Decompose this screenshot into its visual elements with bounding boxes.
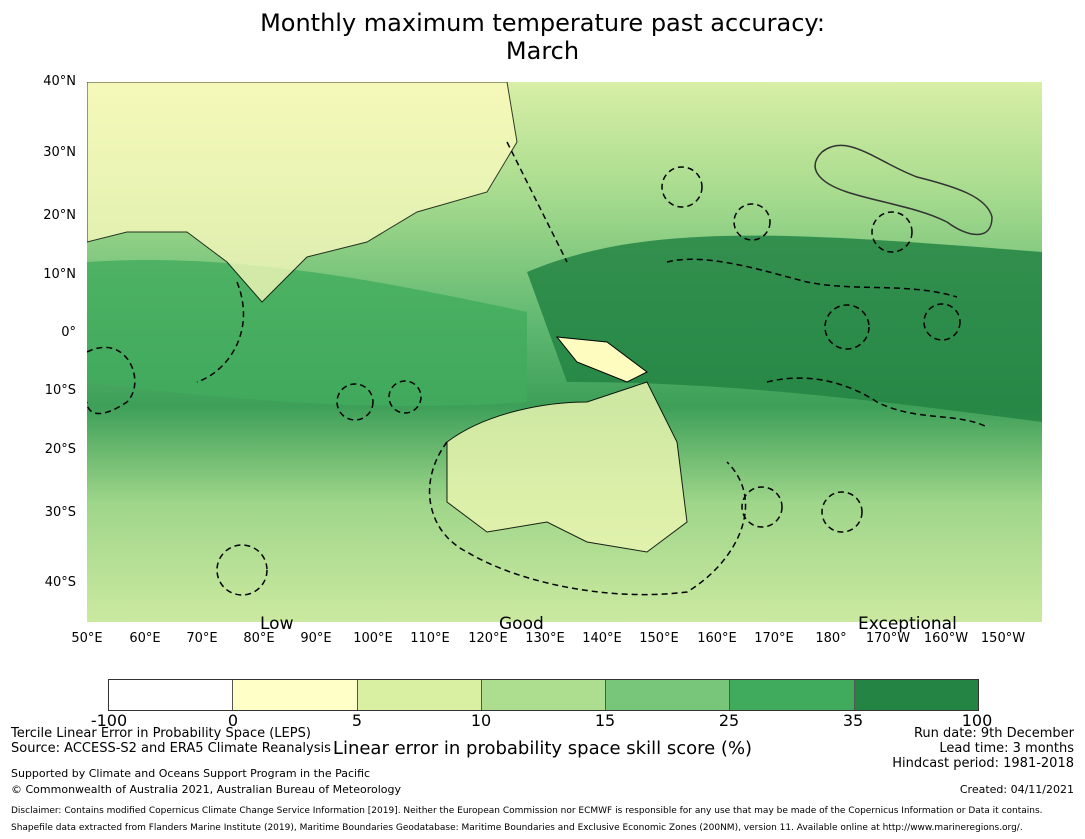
run-date: Run date: 9th December — [913, 726, 1074, 741]
colorbar-swatch — [109, 680, 234, 710]
colorbar-label: Linear error in probability space skill … — [332, 738, 753, 759]
hawaii-eez — [814, 144, 993, 236]
support-note: Supported by Climate and Oceans Support … — [11, 767, 371, 780]
skill-map — [87, 82, 1042, 622]
colorbar-tick: 5 — [351, 711, 363, 730]
lon-label: 160°E — [697, 631, 737, 646]
lat-label: 0° — [61, 325, 76, 340]
colorbar-swatch — [233, 680, 358, 710]
category-exceptional: Exceptional — [858, 614, 957, 634]
new-guinea-land — [555, 336, 648, 383]
lon-label: 170°W — [865, 631, 911, 646]
disclaimer-shapefile: Shapefile data extracted from Flanders M… — [11, 823, 1023, 833]
lon-label: 80°E — [243, 631, 275, 646]
colorbar-swatch — [481, 680, 607, 710]
lat-label: 10°S — [44, 383, 76, 398]
lon-label: 120°E — [468, 631, 508, 646]
copyright: © Commonwealth of Australia 2021, Austra… — [11, 783, 401, 796]
lat-label: 40°N — [43, 74, 76, 89]
lon-label: 180° — [815, 631, 847, 646]
data-source: Source: ACCESS-S2 and ERA5 Climate Reana… — [11, 741, 331, 756]
asia-land — [87, 82, 518, 303]
disclaimer-copernicus: Disclaimer: Contains modified Copernicus… — [11, 806, 1043, 816]
category-good: Good — [499, 614, 544, 634]
leps-description: Tercile Linear Error in Probability Spac… — [11, 726, 311, 741]
high-skill-band — [527, 235, 1042, 422]
lead-time: Lead time: 3 months — [939, 741, 1074, 756]
lat-label: 40°S — [44, 575, 76, 590]
colorbar-swatch — [357, 680, 482, 710]
lon-label: 150°W — [980, 631, 1026, 646]
lon-label: 140°E — [582, 631, 622, 646]
lon-label: 170°E — [754, 631, 794, 646]
lon-label: 100°E — [353, 631, 393, 646]
category-low: Low — [260, 614, 294, 634]
lat-label: 30°N — [43, 145, 76, 160]
lat-label: 10°N — [43, 267, 76, 282]
lon-label: 90°E — [300, 631, 332, 646]
lon-label: 150°E — [639, 631, 679, 646]
eez-boundaries — [87, 141, 988, 596]
lon-label: 160°W — [923, 631, 969, 646]
lat-label: 20°N — [43, 208, 76, 223]
lat-label: 20°S — [44, 442, 76, 457]
lon-label: 60°E — [129, 631, 161, 646]
lat-label: 30°S — [44, 505, 76, 520]
map-title-line1: Monthly maximum temperature past accurac… — [260, 9, 825, 37]
colorbar-swatch — [730, 680, 855, 710]
lon-label: 130°E — [525, 631, 565, 646]
colorbar-tick: 15 — [594, 711, 616, 730]
colorbar — [108, 679, 979, 711]
colorbar-tick: -100 — [90, 711, 128, 730]
hindcast-period: Hindcast period: 1981-2018 — [892, 756, 1074, 771]
colorbar-tick: 35 — [842, 711, 864, 730]
colorbar-tick: 100 — [961, 711, 993, 730]
colorbar-tick: 10 — [470, 711, 492, 730]
map-overlay — [87, 82, 1042, 596]
colorbar-swatch — [606, 680, 731, 710]
lon-label: 70°E — [186, 631, 218, 646]
map-title-line2: March — [505, 37, 580, 65]
lon-label: 50°E — [71, 631, 103, 646]
colorbar-swatch — [854, 680, 978, 710]
colorbar-tick: 0 — [227, 711, 239, 730]
lon-label: 110°E — [410, 631, 450, 646]
colorbar-tick: 25 — [718, 711, 740, 730]
created-date: Created: 04/11/2021 — [959, 783, 1074, 796]
australia-land — [446, 381, 688, 553]
medium-skill-band — [87, 260, 527, 406]
